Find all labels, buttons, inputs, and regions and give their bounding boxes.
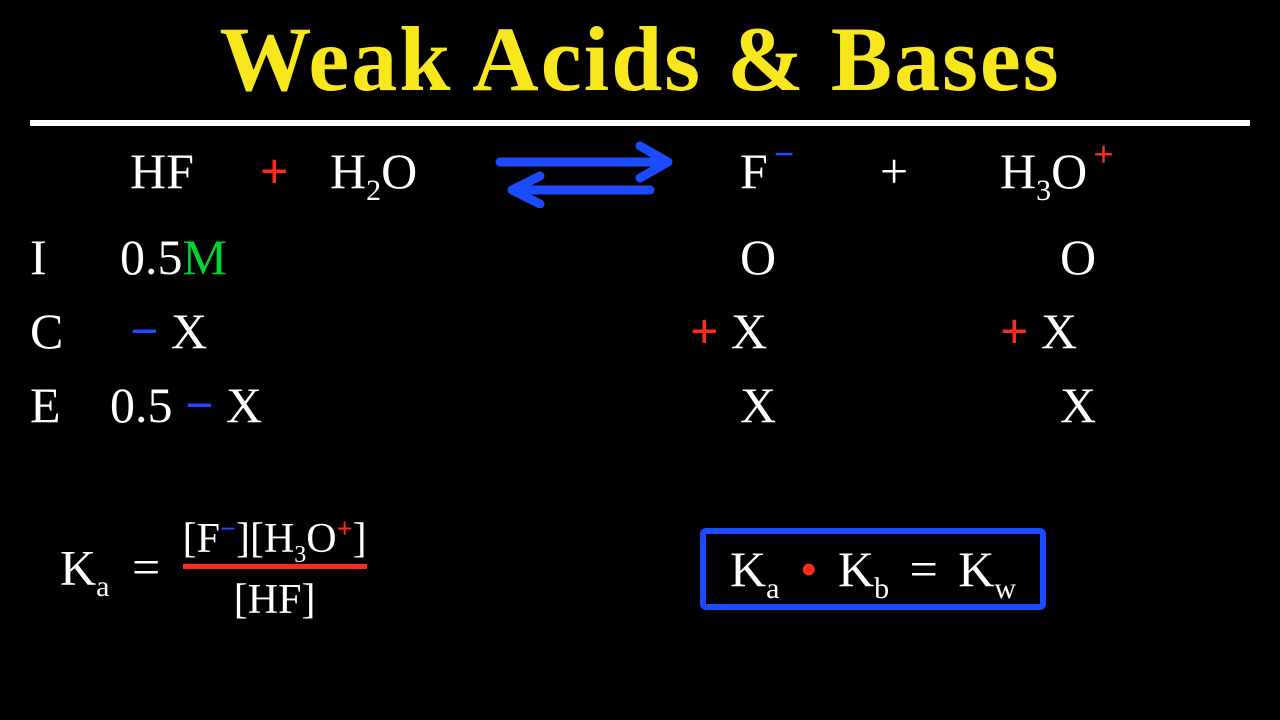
ice-e-hf-val: 0.5 (110, 377, 173, 433)
eq-f: F− (740, 142, 788, 200)
kakb-kb-k: K (838, 541, 874, 597)
ka-fraction: [F−][H3O+] [HF] (183, 518, 367, 628)
chalkboard: HF + H2O F− + H3O+ I C E 0.5M − X 0.5 − … (0, 138, 1280, 698)
ka-a: a (96, 570, 109, 603)
ice-e-hf: 0.5 − X (110, 376, 262, 434)
ice-e-label: E (30, 376, 61, 434)
ka-num-f-minus: − (220, 514, 236, 545)
ice-c-f-x: X (731, 303, 767, 359)
eq-h2o-h: H (330, 143, 366, 199)
ka-k: K (60, 539, 96, 595)
ka-num-f-close: ] (236, 516, 250, 562)
ka-numerator: [F−][H3O+] (183, 518, 367, 560)
ka-num-h3o-plus: + (337, 514, 353, 545)
eq-plus1: + (260, 142, 289, 200)
ice-i-hf: 0.5M (120, 228, 227, 286)
ice-c-h3o-sign: + (1000, 303, 1029, 359)
kakb-kw-w: w (994, 572, 1016, 605)
ice-i-hf-val: 0.5 (120, 229, 183, 285)
ice-c-label: C (30, 302, 63, 360)
eq-h3o-3: 3 (1036, 174, 1051, 207)
kakb-dot: • (800, 541, 818, 597)
ka-denominator: [HF] (234, 573, 316, 628)
ice-e-f: X (740, 376, 776, 434)
ka-frac-bar (183, 564, 367, 569)
eq-f-letter: F (740, 143, 768, 199)
ka-lhs: Ka = [F−][H3O+] [HF] (60, 518, 367, 628)
ice-i-f: O (740, 228, 776, 286)
ka-num-f: [F (183, 516, 220, 562)
eq-h3o-o: O (1051, 143, 1087, 199)
kakb-kw-k: K (958, 541, 994, 597)
ice-e-hf-x: X (226, 377, 262, 433)
ice-c-h3o: + X (1000, 302, 1077, 360)
eq-plus2: + (880, 142, 908, 200)
eq-hf: HF (130, 142, 194, 200)
kakb-eq: = (910, 541, 938, 597)
eq-h3o-plus: + (1093, 134, 1114, 174)
ice-i-h3o: O (1060, 228, 1096, 286)
title-underline (30, 120, 1250, 126)
ice-c-f: + X (690, 302, 767, 360)
kakb-box: Ka • Kb = Kw (700, 528, 1046, 610)
ka-eq: = (132, 539, 160, 595)
ice-e-h3o: X (1060, 376, 1096, 434)
eq-h2o-2: 2 (366, 174, 381, 207)
ice-c-f-sign: + (690, 303, 719, 359)
kakb-ka-k: K (730, 541, 766, 597)
ka-num-h3o-3: 3 (294, 542, 306, 568)
ka-num-h3o-o: O (306, 516, 336, 562)
eq-f-minus: − (774, 134, 795, 174)
eq-h3o-h: H (1000, 143, 1036, 199)
ka-num-h3o-close: ] (353, 516, 367, 562)
kakb-ka-a: a (766, 572, 779, 605)
ice-c-h3o-x: X (1041, 303, 1077, 359)
equilibrium-arrows-icon (490, 138, 690, 208)
ice-i-label: I (30, 228, 47, 286)
eq-h2o: H2O (330, 142, 417, 200)
page-title: Weak Acids & Bases (0, 0, 1280, 112)
eq-h2o-o: O (381, 143, 417, 199)
ice-e-hf-sign: − (185, 377, 214, 433)
kakb-kb-b: b (874, 572, 889, 605)
ka-num-h3o-open: [H (250, 516, 294, 562)
ice-i-hf-unit: M (183, 229, 227, 285)
ice-c-hf: − X (130, 302, 207, 360)
ice-c-hf-x: X (171, 303, 207, 359)
ice-c-hf-sign: − (130, 303, 159, 359)
eq-h3o: H3O+ (1000, 142, 1108, 200)
